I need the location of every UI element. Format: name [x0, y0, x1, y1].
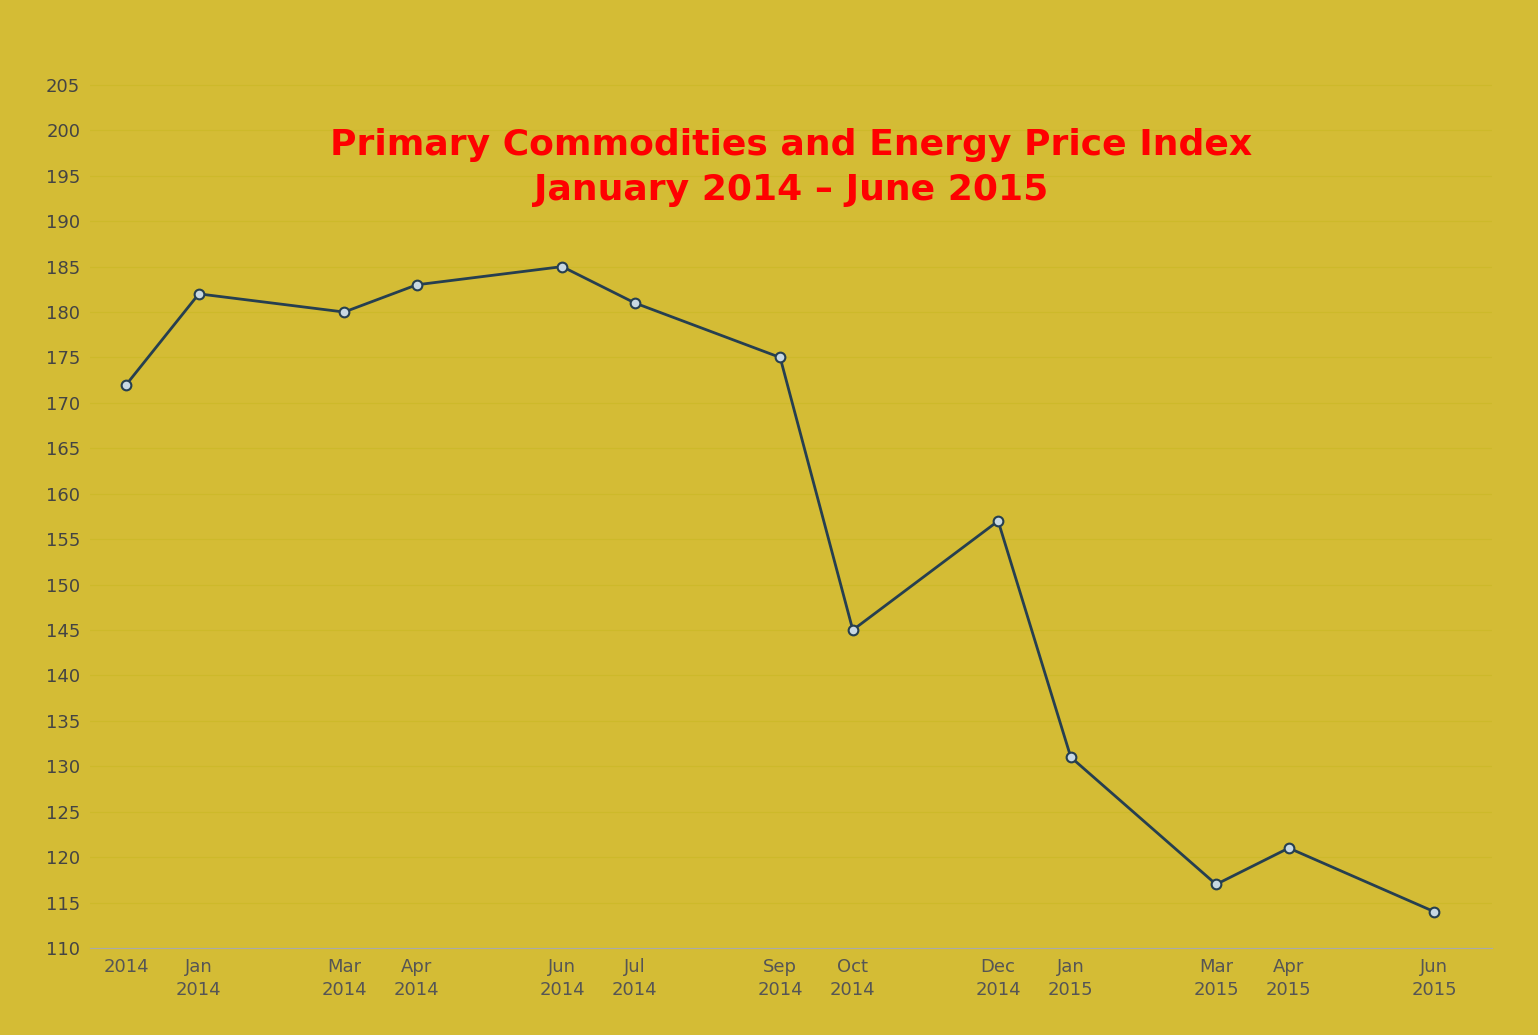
Text: Primary Commodities and Energy Price Index
January 2014 – June 2015: Primary Commodities and Energy Price Ind…	[331, 128, 1252, 207]
